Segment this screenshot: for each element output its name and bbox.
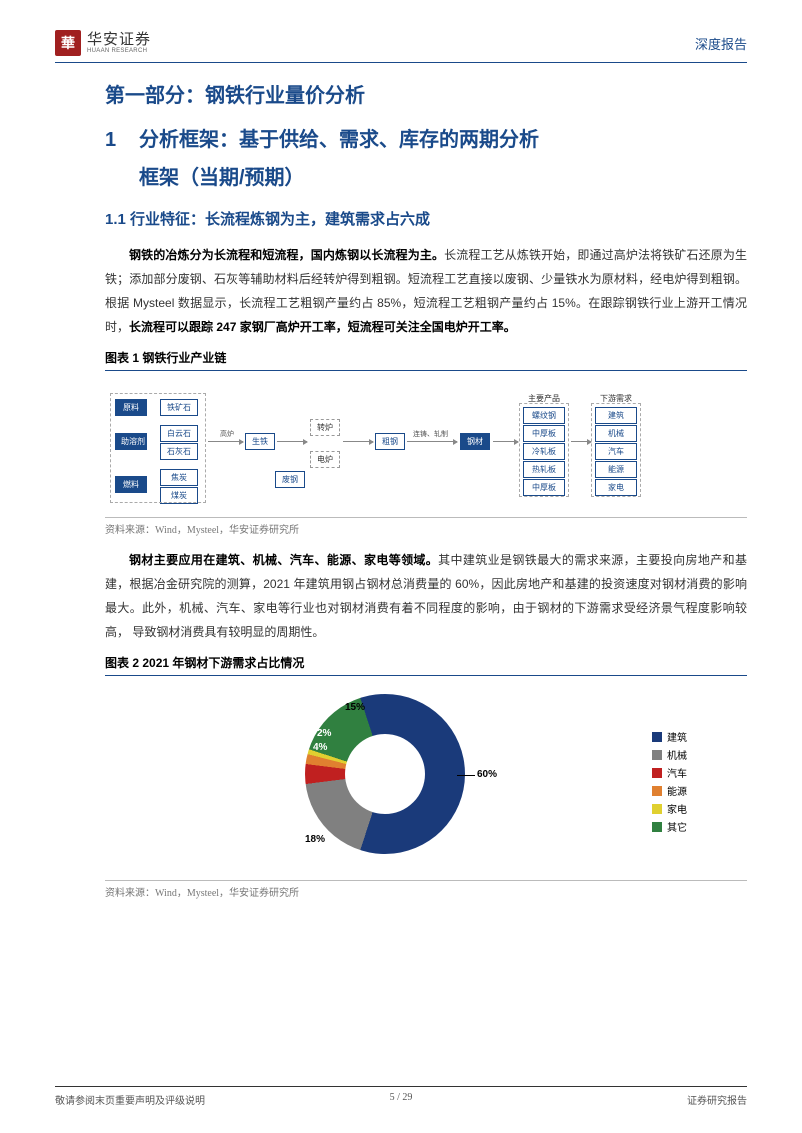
legend-item: 其它: [652, 819, 687, 834]
label-15: 15%: [345, 702, 365, 713]
figure2-title: 图表 2 2021 年钢材下游需求占比情况: [105, 654, 747, 676]
fc-label-cast: 连铸、轧制: [413, 429, 448, 439]
logo-en: HUAAN RESEARCH: [87, 48, 151, 54]
fc-arrow2: [277, 441, 307, 442]
fc-arrow1: [208, 441, 243, 442]
fc-downstream-group: [591, 403, 641, 497]
logo-icon: 華: [55, 30, 81, 56]
label-18: 18%: [305, 834, 325, 845]
donut-hole: [345, 734, 425, 814]
heading-section-cont: 框架（当期/预期）: [139, 162, 747, 194]
figure1-flowchart: 原料 助溶剂 燃料 铁矿石 白云石 石灰石 焦炭 煤炭 高炉 生铁 转炉 电炉 …: [105, 381, 747, 511]
fc-products-group: [519, 403, 569, 497]
paragraph-1: 钢铁的冶炼分为长流程和短流程，国内炼钢以长流程为主。长流程工艺从炼铁开始，即通过…: [105, 243, 747, 339]
para1-bold1: 钢铁的冶炼分为长流程和短流程，国内炼钢以长流程为主。: [129, 248, 444, 262]
figure2-source: 资料来源：Wind，Mysteel，华安证券研究所: [105, 880, 747, 899]
para2-bold1: 钢材主要应用在建筑、机械、汽车、能源、家电等领域。: [129, 553, 438, 567]
logo: 華 华安证券 HUAAN RESEARCH: [55, 30, 151, 56]
para1-bold2: 长流程可以跟踪 247 家钢厂高炉开工率，短流程可关注全国电炉开工率。: [129, 320, 516, 334]
legend-swatch: [652, 804, 662, 814]
section-number: 1: [105, 122, 139, 158]
legend-label: 汽车: [667, 765, 687, 780]
heading-part: 第一部分：钢铁行业量价分析: [105, 79, 747, 108]
legend-label: 机械: [667, 747, 687, 762]
fc-input-group: [110, 393, 206, 503]
legend-swatch: [652, 822, 662, 832]
label-2: 2%: [317, 728, 331, 739]
fc-eaf: 电炉: [310, 451, 340, 468]
fc-crude-steel: 粗钢: [375, 433, 405, 450]
heading-subsection: 1.1 行业特征：长流程炼钢为主，建筑需求占六成: [105, 208, 747, 229]
legend-label: 建筑: [667, 729, 687, 744]
footer-page-number: 5 / 29: [55, 1092, 747, 1103]
legend-swatch: [652, 750, 662, 760]
fc-label-gaolu: 高炉: [220, 429, 234, 439]
figure2-donut: 60% 18% 4% 2% 15% 建筑 机械 汽车 能源 家电 其它: [105, 684, 747, 874]
fc-arrow3: [343, 441, 373, 442]
label-4: 4%: [313, 742, 327, 753]
lead-60: [457, 775, 475, 776]
legend-item: 家电: [652, 801, 687, 816]
legend-item: 能源: [652, 783, 687, 798]
legend-item: 建筑: [652, 729, 687, 744]
legend-swatch: [652, 768, 662, 778]
label-60: 60%: [477, 769, 497, 780]
figure1-title: 图表 1 钢铁行业产业链: [105, 349, 747, 371]
figure1-source: 资料来源：Wind，Mysteel，华安证券研究所: [105, 517, 747, 536]
section-title: 分析框架：基于供给、需求、库存的两期分析: [139, 129, 539, 151]
fc-arrow4: [407, 441, 457, 442]
page-footer: 敬请参阅末页重要声明及评级说明 5 / 29 证券研究报告: [55, 1086, 747, 1107]
fc-converter: 转炉: [310, 419, 340, 436]
legend-swatch: [652, 732, 662, 742]
legend-label: 能源: [667, 783, 687, 798]
fc-arrow5: [493, 441, 518, 442]
fc-scrap: 废钢: [275, 471, 305, 488]
fc-pig-iron: 生铁: [245, 433, 275, 450]
donut-legend: 建筑 机械 汽车 能源 家电 其它: [652, 729, 687, 837]
paragraph-2: 钢材主要应用在建筑、机械、汽车、能源、家电等领域。其中建筑业是钢铁最大的需求来源…: [105, 548, 747, 644]
heading-section: 1分析框架：基于供给、需求、库存的两期分析: [105, 122, 747, 158]
legend-item: 汽车: [652, 765, 687, 780]
fc-arrow6: [571, 441, 591, 442]
legend-item: 机械: [652, 747, 687, 762]
legend-swatch: [652, 786, 662, 796]
header-category: 深度报告: [695, 34, 747, 53]
fc-steel: 钢材: [460, 433, 490, 450]
legend-label: 其它: [667, 819, 687, 834]
page-header: 華 华安证券 HUAAN RESEARCH 深度报告: [55, 30, 747, 63]
logo-cn: 华安证券: [87, 33, 151, 48]
legend-label: 家电: [667, 801, 687, 816]
